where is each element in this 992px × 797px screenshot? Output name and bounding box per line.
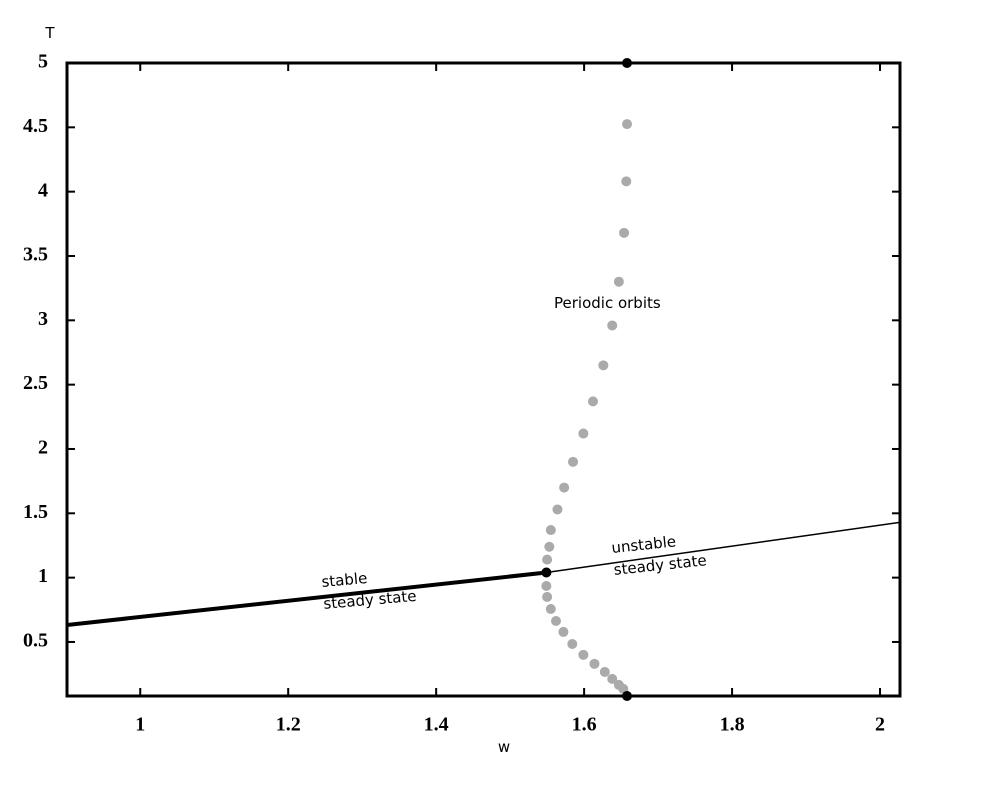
x-tick-label: 1.4 — [424, 714, 449, 736]
orbit-point — [541, 580, 552, 591]
y-tick-label: 3.5 — [23, 244, 48, 266]
orbit-point — [578, 649, 589, 660]
y-tick-label: 2 — [38, 437, 48, 459]
orbit-point — [621, 176, 632, 187]
y-tick-label: 4 — [38, 179, 48, 201]
y-axis-label: T — [44, 24, 55, 42]
orbit-point — [578, 428, 589, 439]
annotation: Periodic orbits — [554, 294, 661, 312]
orbit-point — [622, 119, 633, 130]
orbit-point — [542, 554, 553, 565]
orbit-point — [568, 456, 579, 467]
orbit-point — [613, 276, 624, 287]
x-tick-label: 1 — [135, 714, 145, 736]
orbit-point — [541, 567, 552, 578]
orbit-point — [545, 525, 556, 536]
plot-area — [67, 521, 900, 627]
orbit-point — [607, 673, 618, 684]
y-tick-label: 1 — [38, 565, 48, 587]
orbit-point — [587, 396, 598, 407]
annotation-text: stable — [321, 569, 368, 591]
y-tick-label: 4.5 — [23, 115, 48, 137]
orbit-point — [598, 360, 609, 371]
y-tick-label: 3 — [38, 308, 48, 330]
y-tick-label: 1.5 — [23, 501, 48, 523]
annotation-text: unstable — [611, 532, 677, 557]
orbit-point — [550, 615, 561, 626]
y-tick-label: 0.5 — [23, 630, 48, 652]
orbit-point — [619, 227, 630, 238]
orbit-point — [545, 604, 556, 615]
orbit-point — [559, 482, 570, 493]
y-tick-label: 2.5 — [23, 372, 48, 394]
orbit-point — [567, 639, 578, 650]
x-axis-label: w — [498, 738, 510, 756]
annotation-text: Periodic orbits — [554, 294, 661, 312]
axes-frame — [65, 61, 902, 698]
x-tick-label: 1.6 — [572, 714, 597, 736]
orbit-point — [552, 504, 563, 515]
x-tick-label: 2 — [875, 714, 885, 736]
orbit-point — [607, 320, 618, 331]
orbit-point — [599, 666, 610, 677]
orbit-point — [544, 541, 555, 552]
x-tick-label: 1.8 — [720, 714, 745, 736]
orbit-point — [542, 591, 553, 602]
y-tick-label: 5 — [38, 51, 48, 73]
orbit-point — [558, 626, 569, 637]
annotation-text: steady state — [323, 587, 417, 613]
x-tick-label: 1.2 — [276, 714, 301, 736]
steady-state-line — [546, 521, 900, 574]
steady-state-line — [67, 570, 547, 627]
orbit-point — [589, 658, 600, 669]
